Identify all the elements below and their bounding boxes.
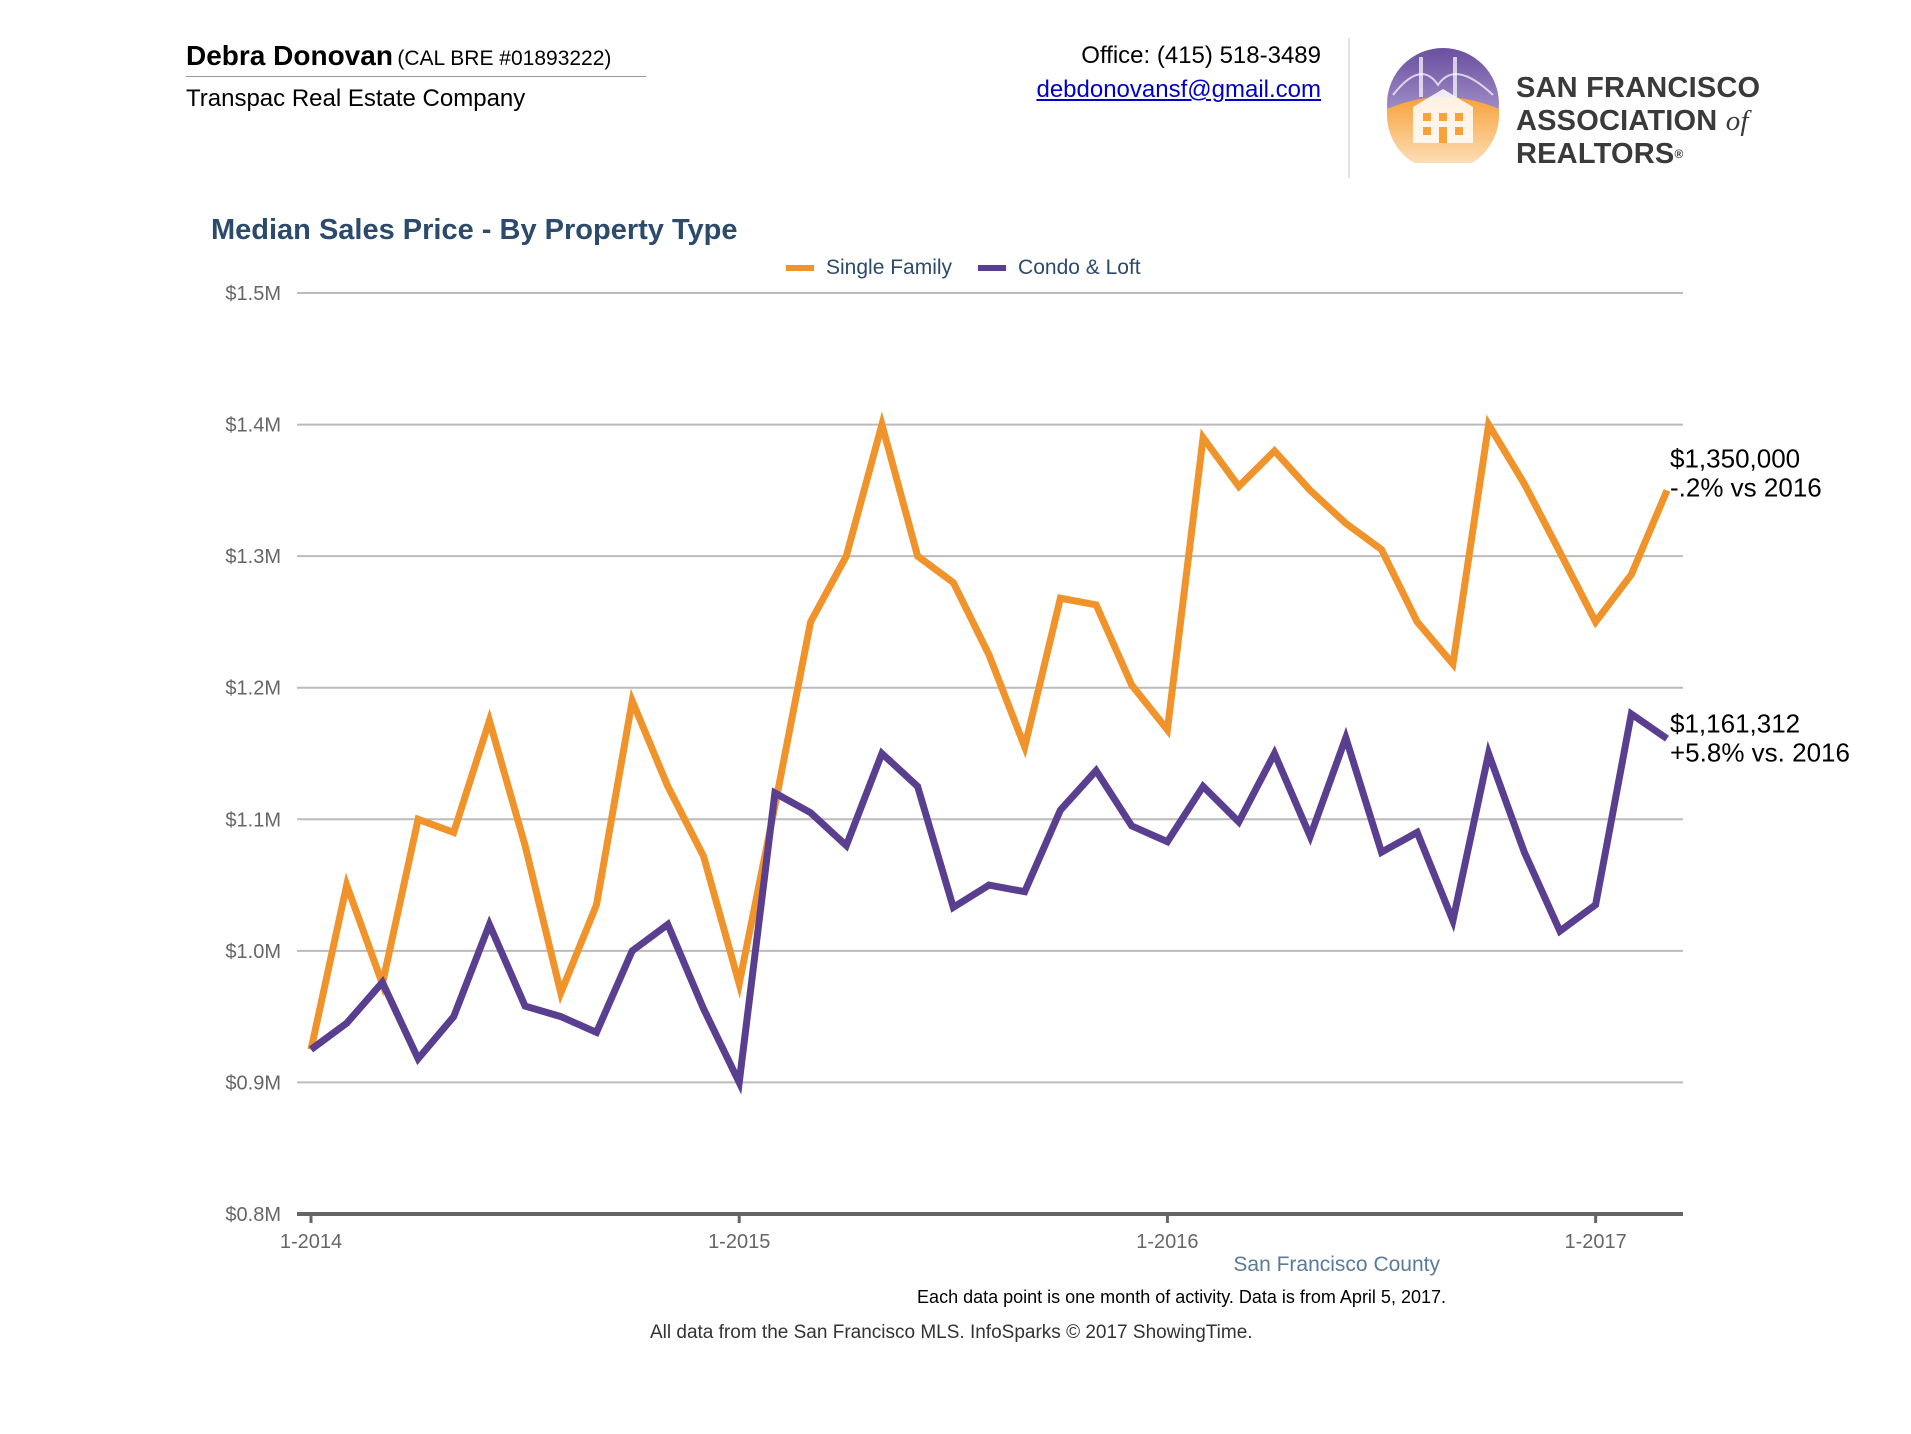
association-logo-icon	[1387, 48, 1499, 163]
chart-title: Median Sales Price - By Property Type	[211, 214, 738, 246]
end-label-value: $1,161,312	[1670, 709, 1800, 739]
y-tick-label: $1.5M	[225, 283, 281, 305]
y-tick-label: $1.4M	[225, 415, 281, 437]
logo-line-1: SAN FRANCISCO	[1516, 72, 1761, 104]
x-tick-label: 1-2016	[1136, 1231, 1198, 1253]
end-label-change: +5.8% vs. 2016	[1670, 738, 1850, 768]
legend-item-condo-loft[interactable]: Condo & Loft	[978, 256, 1141, 280]
legend-swatch-condo-loft	[978, 265, 1007, 271]
legend-item-single-family[interactable]: Single Family	[786, 256, 952, 280]
legend-label-single-family: Single Family	[826, 256, 953, 279]
office-phone: Office: (415) 518-3489	[1081, 42, 1321, 69]
y-tick-label: $1.2M	[225, 678, 281, 700]
association-logo-text: SAN FRANCISCO ASSOCIATION of REALTORS®	[1516, 72, 1911, 171]
end-label-value: $1,350,000	[1670, 443, 1800, 473]
y-tick-label: $1.0M	[225, 941, 281, 963]
header-divider	[1348, 38, 1350, 178]
y-tick-label: $0.8M	[225, 1204, 281, 1226]
end-label-change: -.2% vs 2016	[1670, 472, 1822, 502]
y-tick-label: $0.9M	[225, 1072, 281, 1094]
email-link[interactable]: debdonovansf@gmail.com	[1036, 76, 1321, 103]
logo-line-2: ASSOCIATION of REALTORS®	[1516, 105, 1749, 170]
series-lines	[307, 411, 1671, 1095]
agent-name-line: Debra Donovan (CAL BRE #01893222)	[186, 40, 646, 77]
data-source: All data from the San Francisco MLS. Inf…	[650, 1322, 1253, 1343]
agent-company: Transpac Real Estate Company	[186, 85, 526, 112]
y-axis-ticks: $0.8M $0.9M $1.0M $1.1M $1.2M $1.3M $1.4M $1.5M	[225, 283, 281, 1226]
agent-license: (CAL BRE #01893222)	[397, 47, 612, 70]
agent-info: Debra Donovan (CAL BRE #01893222) Transp…	[186, 40, 656, 113]
x-tick-label: 1-2014	[280, 1231, 342, 1253]
county-label: San Francisco County	[1233, 1253, 1440, 1276]
x-tick-label: 1-2017	[1564, 1231, 1626, 1253]
chart-legend: Single Family Condo & Loft	[786, 256, 1141, 280]
legend-label-condo-loft: Condo & Loft	[1018, 256, 1141, 279]
end-labels: $1,350,000-.2% vs 2016 $1,161,312+5.8% vs…	[1670, 443, 1850, 767]
grid-lines	[297, 292, 1683, 1084]
legend-swatch-single-family	[786, 265, 814, 271]
x-tick-label: 1-2015	[708, 1231, 770, 1253]
agent-name: Debra Donovan	[186, 40, 393, 71]
y-tick-label: $1.1M	[225, 809, 281, 831]
contact-info: Office: (415) 518-3489 debdonovansf@gmai…	[1036, 42, 1321, 104]
y-tick-label: $1.3M	[225, 546, 281, 568]
series-line-single-family	[307, 411, 1671, 1051]
data-note: Each data point is one month of activity…	[917, 1287, 1446, 1307]
series-line-condo-loft	[308, 708, 1669, 1095]
x-axis: 1-2014 1-2015 1-2016 1-2017	[280, 1212, 1683, 1253]
